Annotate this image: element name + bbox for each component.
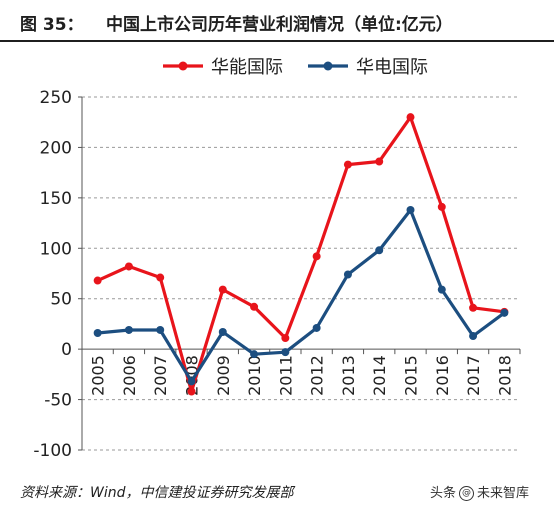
- data-point: [156, 325, 165, 334]
- data-point: [218, 327, 227, 336]
- data-point: [218, 285, 227, 294]
- y-tick-label: 50: [50, 290, 72, 310]
- data-point: [124, 262, 133, 271]
- data-point: [500, 308, 509, 317]
- data-point: [250, 350, 259, 359]
- figure-header: 图 35： 中国上市公司历年营业利润情况（单位:亿元）: [0, 0, 554, 42]
- data-point: [437, 202, 446, 211]
- watermark-prefix: 头条: [430, 486, 457, 501]
- data-point: [343, 270, 352, 279]
- legend-label: 华能国际: [211, 57, 283, 78]
- data-point: [406, 113, 415, 122]
- y-tick-labels: -100 -50 0 50 100 150 200 250: [33, 88, 72, 461]
- x-tick-label: 2017: [464, 355, 483, 396]
- x-tick-label: 2016: [433, 355, 452, 396]
- data-point: [250, 302, 259, 311]
- x-tick-label: 2015: [402, 355, 421, 396]
- x-tick-label: 2010: [245, 355, 264, 396]
- at-icon: @: [459, 486, 475, 501]
- data-point: [93, 276, 102, 285]
- legend-label: 华电国际: [356, 57, 428, 78]
- data-point: [375, 157, 384, 166]
- legend: 华能国际 华电国际: [163, 57, 428, 78]
- watermark-handle: 未来智库: [477, 486, 530, 501]
- data-point: [93, 329, 102, 338]
- data-point: [124, 325, 133, 334]
- data-point: [281, 334, 290, 343]
- legend-marker: [323, 61, 333, 71]
- x-tick-label: 2006: [120, 355, 139, 396]
- legend-marker: [178, 61, 188, 71]
- data-point: [437, 285, 446, 294]
- axes: [78, 96, 521, 451]
- data-point: [187, 387, 196, 396]
- x-tick-label: 2012: [308, 355, 327, 396]
- data-point: [375, 246, 384, 255]
- series-line-1: [96, 115, 505, 394]
- x-tick-label: 2005: [89, 355, 108, 396]
- series-line-2: [97, 208, 506, 383]
- x-tick-label: 2009: [214, 355, 233, 396]
- x-tick-label: 2013: [339, 355, 358, 396]
- y-tick-label: 150: [40, 189, 72, 209]
- data-point: [281, 348, 290, 357]
- y-tick-label: 200: [40, 138, 72, 158]
- x-tick-label: 2008: [183, 355, 202, 396]
- data-point: [312, 252, 321, 261]
- data-point: [343, 160, 352, 169]
- series-lines: [93, 113, 509, 396]
- x-tick-labels: 2005 2006 2007 2008 2009 2010 2011 2012 2013 2014…: [89, 355, 515, 396]
- data-point: [187, 377, 196, 386]
- watermark: 头条 @ 未来智库: [430, 482, 529, 501]
- y-tick-label: 0: [61, 340, 72, 360]
- y-tick-label: -100: [33, 441, 72, 461]
- data-point: [156, 273, 165, 282]
- figure-title: 中国上市公司历年营业利润情况（单位:亿元）: [106, 15, 453, 35]
- x-tick-label: 2007: [151, 355, 170, 396]
- data-point: [406, 205, 415, 214]
- y-tick-label: 250: [40, 88, 72, 108]
- y-tick-label: -50: [44, 391, 72, 411]
- x-tick-label: 2011: [276, 355, 295, 396]
- x-tick-label: 2018: [495, 355, 514, 396]
- source-note: 资料来源：Wind，中信建投证券研究发展部: [20, 485, 294, 501]
- data-point: [469, 332, 478, 341]
- data-point: [469, 303, 478, 312]
- y-tick-label: 100: [40, 239, 72, 259]
- figure-label: 图 35：: [20, 15, 84, 35]
- x-tick-label: 2014: [370, 355, 389, 396]
- data-point: [312, 323, 321, 332]
